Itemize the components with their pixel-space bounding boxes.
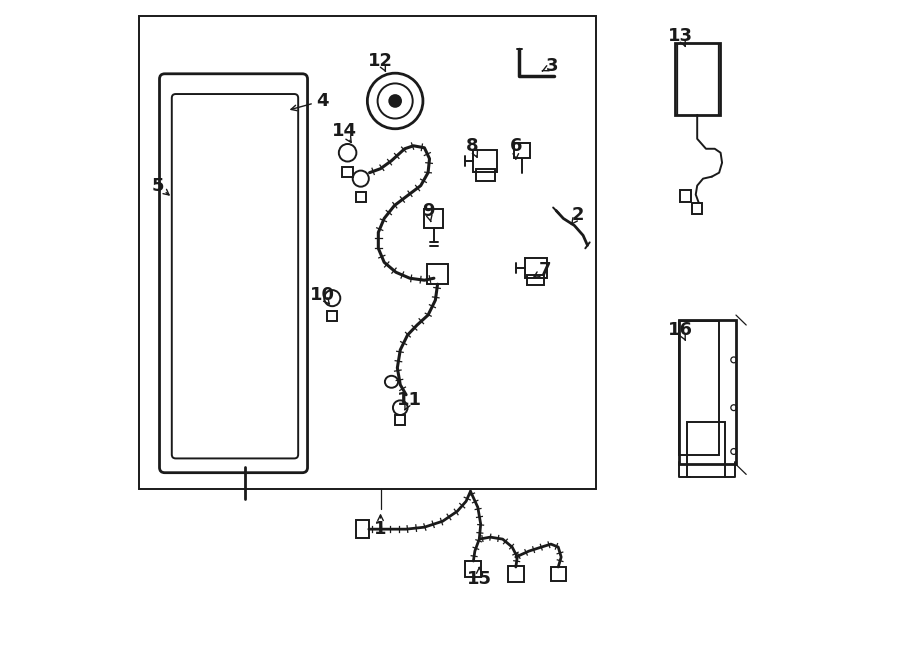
Bar	[551, 567, 565, 581]
Bar	[356, 192, 366, 202]
Text: 4: 4	[316, 92, 328, 110]
Circle shape	[390, 95, 401, 107]
Bar	[680, 190, 691, 202]
Text: 11: 11	[397, 391, 422, 408]
Text: 1: 1	[374, 520, 387, 538]
Bar	[465, 561, 482, 577]
Text: 15: 15	[467, 570, 491, 588]
Text: 3: 3	[546, 57, 559, 75]
Text: 10: 10	[310, 286, 335, 304]
Bar	[395, 414, 405, 424]
Bar	[687, 422, 725, 477]
Bar	[425, 208, 444, 229]
Bar	[674, 43, 720, 115]
Text: 6: 6	[509, 137, 522, 155]
Bar	[428, 264, 448, 284]
Text: 9: 9	[422, 202, 435, 219]
Bar	[514, 143, 530, 158]
Bar	[473, 150, 497, 172]
Text: 16: 16	[668, 321, 693, 339]
Text: 8: 8	[465, 137, 478, 155]
Bar	[356, 520, 369, 538]
Bar	[343, 167, 353, 176]
Bar	[679, 321, 719, 455]
Text: 2: 2	[572, 206, 584, 225]
Bar	[692, 203, 702, 214]
Text: 7: 7	[539, 261, 552, 279]
Text: 13: 13	[668, 27, 693, 45]
Bar	[140, 17, 597, 489]
Bar	[679, 319, 736, 464]
Bar	[526, 275, 544, 285]
Bar	[327, 311, 338, 321]
Text: 12: 12	[368, 52, 393, 70]
Bar	[525, 258, 546, 278]
Bar	[475, 169, 495, 180]
Bar	[508, 566, 524, 582]
Text: 5: 5	[151, 176, 164, 194]
Text: 14: 14	[331, 122, 356, 140]
